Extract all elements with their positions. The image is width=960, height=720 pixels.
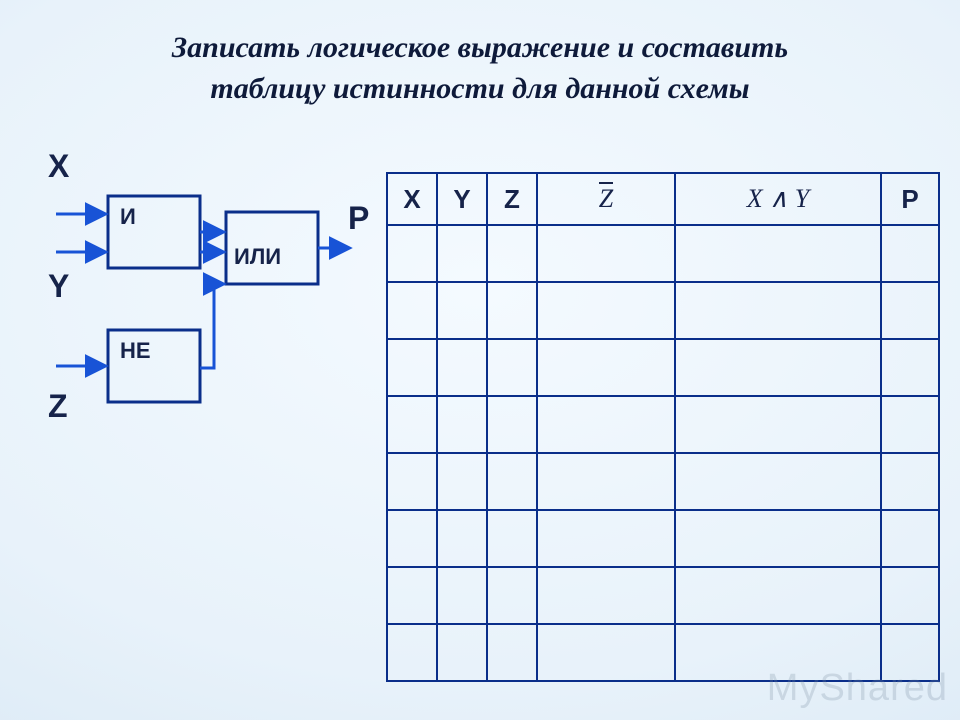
th-x: X bbox=[387, 173, 437, 225]
not-gate-label: НЕ bbox=[120, 338, 151, 363]
watermark: MyShared bbox=[767, 667, 948, 710]
and-gate-label: И bbox=[120, 204, 136, 229]
and-gate: И bbox=[108, 196, 200, 268]
formula-x-and-y: X ∧ Y bbox=[747, 184, 809, 213]
overline-z-icon: Z bbox=[599, 184, 613, 214]
th-p: P bbox=[881, 173, 939, 225]
or-gate-label: ИЛИ bbox=[234, 244, 281, 269]
truth-table: X Y Z Z X ∧ Y P bbox=[386, 172, 940, 682]
wires bbox=[56, 214, 348, 366]
or-gate: ИЛИ bbox=[226, 212, 318, 284]
th-x-and-y: X ∧ Y bbox=[675, 173, 881, 225]
wire-elbow bbox=[200, 284, 214, 368]
logic-diagram: И ИЛИ НЕ bbox=[0, 0, 400, 440]
th-y: Y bbox=[437, 173, 487, 225]
not-gate: НЕ bbox=[108, 330, 200, 402]
th-z: Z bbox=[487, 173, 537, 225]
th-not-z: Z bbox=[537, 173, 675, 225]
